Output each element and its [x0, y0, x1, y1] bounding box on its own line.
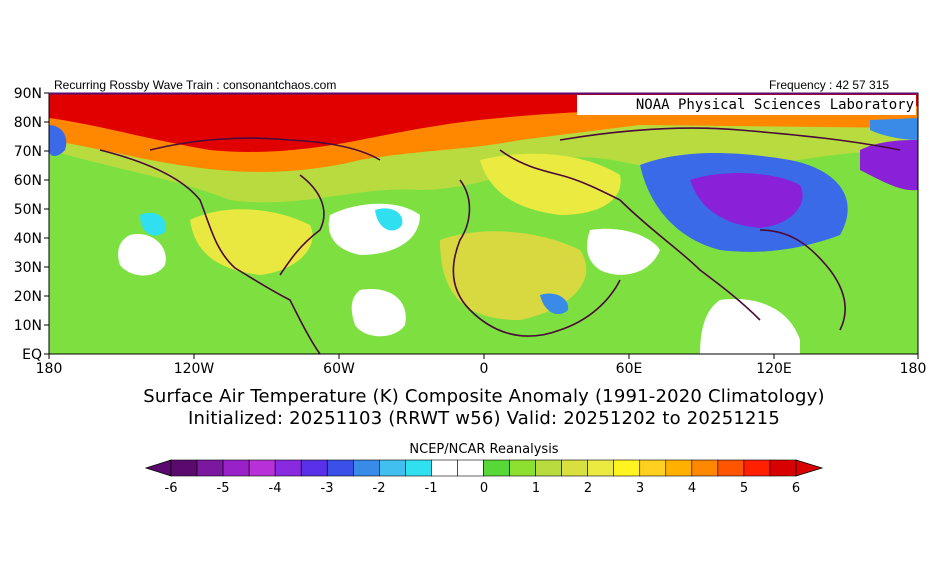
colorbar-cell: [587, 459, 615, 477]
colorbar-cell: [248, 459, 276, 477]
cb-tick-label: -1: [425, 481, 438, 496]
lon-labels: 180 120W 60W 0 60E 120E 180: [36, 361, 927, 377]
colorbar-cell: [300, 459, 328, 477]
cb-tick-label: 4: [688, 481, 696, 496]
map-title-line1: Surface Air Temperature (K) Composite An…: [143, 386, 825, 407]
colorbar-cell: [691, 459, 719, 477]
lat-label-40n: 40N: [14, 231, 42, 247]
lat-label-70n: 70N: [14, 144, 42, 160]
colorbar-cell: [379, 459, 406, 477]
pacific-neutral-patch: [118, 234, 166, 276]
colorbar-cells: [170, 459, 797, 477]
colorbar-low-arrow: [144, 459, 172, 477]
cb-tick-label: 5: [740, 481, 748, 496]
colorbar-cell: [405, 459, 432, 477]
indian-ocean-neutral-patch: [700, 299, 800, 354]
colorbar-high-arrow: [795, 459, 824, 477]
lon-label-60w: 60W: [323, 361, 355, 377]
na-warm-patch: [190, 209, 313, 275]
mideast-neutral-patch: [587, 228, 660, 275]
lat-label-60n: 60N: [14, 173, 42, 189]
map-title-line2: Initialized: 20251103 (RRWT w56) Valid: …: [188, 408, 780, 429]
lon-label-0: 0: [480, 361, 489, 377]
tropical-atlantic-neutral-patch: [351, 289, 406, 337]
west-edge-cold-patch: [49, 125, 67, 156]
colorbar-tick-labels: -6 -5 -4 -3 -2 -1 0 1 2 3 4 5 6: [165, 481, 801, 496]
lon-label-120w: 120W: [174, 361, 215, 377]
credit-label: NOAA Physical Sciences Laboratory: [577, 95, 916, 115]
colorbar-cell: [717, 459, 745, 477]
cb-tick-label: 2: [584, 481, 592, 496]
lon-label-120e: 120E: [756, 361, 792, 377]
coastlines: [99, 127, 901, 354]
cb-tick-label: 3: [636, 481, 644, 496]
colorbar-cell: [431, 459, 458, 477]
colorbar: -6 -5 -4 -3 -2 -1 0 1 2 3 4 5 6: [144, 459, 824, 496]
lat-label-20n: 20N: [14, 289, 42, 305]
cyan-patch-2: [375, 208, 403, 231]
cb-tick-label: 6: [792, 481, 800, 496]
colorbar-cell: [613, 459, 641, 477]
lat-label-eq: EQ: [22, 347, 42, 363]
cb-tick-label: -6: [165, 481, 178, 496]
colorbar-cell: [274, 459, 302, 477]
colorbar-cell: [457, 459, 484, 477]
lon-label-180e: 180: [900, 361, 927, 377]
colorbar-cell: [769, 459, 797, 477]
colorbar-cell: [326, 459, 354, 477]
siberia-strong-cold-patch: [690, 173, 803, 228]
cb-tick-label: -3: [321, 481, 334, 496]
lat-label-50n: 50N: [14, 202, 42, 218]
cyan-patch-1: [140, 212, 166, 236]
cb-tick-label: -5: [217, 481, 230, 496]
europe-warm-patch: [480, 153, 621, 215]
axis-ticks: [44, 92, 919, 359]
header-left-text: Recurring Rossby Wave Train : consonantc…: [54, 78, 337, 92]
lat-label-90n: 90N: [14, 86, 42, 102]
cb-tick-label: -2: [373, 481, 386, 496]
map-fill: [49, 93, 918, 354]
colorbar-cell: [170, 459, 198, 477]
colorbar-cell: [561, 459, 588, 477]
cb-tick-label: 0: [480, 481, 488, 496]
colorbar-cell: [535, 459, 562, 477]
east-siberia-cold-patch: [860, 140, 918, 191]
colorbar-cell: [509, 459, 536, 477]
colorbar-cell: [665, 459, 693, 477]
arctic-cold-patch: [870, 118, 918, 140]
header-right-text: Frequency : 42 57 315: [769, 78, 890, 92]
cb-tick-label: -4: [269, 481, 282, 496]
colorbar-cell: [222, 459, 250, 477]
cyan-patch-3: [540, 293, 569, 315]
lon-label-180w: 180: [36, 361, 63, 377]
lat-labels: 90N 80N 70N 60N 50N 40N 30N 20N 10N EQ: [14, 86, 42, 363]
colorbar-cell: [743, 459, 771, 477]
colorbar-cell: [196, 459, 224, 477]
colorbar-cell: [639, 459, 667, 477]
cb-tick-label: 1: [532, 481, 540, 496]
colorbar-title: NCEP/NCAR Reanalysis: [409, 442, 559, 457]
lat-label-30n: 30N: [14, 260, 42, 276]
lon-label-60e: 60E: [616, 361, 643, 377]
lat-label-10n: 10N: [14, 318, 42, 334]
colorbar-cell: [483, 459, 510, 477]
colorbar-cell: [352, 459, 380, 477]
lat-label-80n: 80N: [14, 115, 42, 131]
